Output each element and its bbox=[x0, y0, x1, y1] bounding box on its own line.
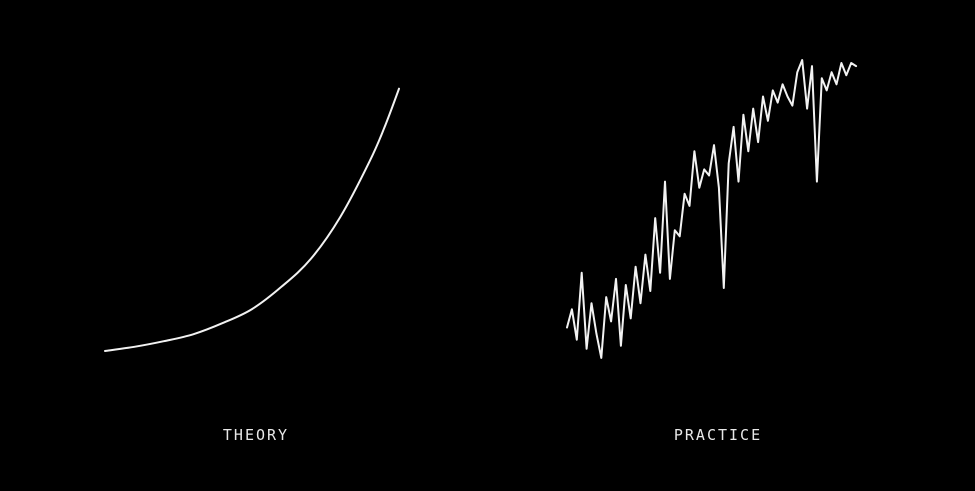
theory-label: THEORY bbox=[223, 426, 289, 444]
practice-label: PRACTICE bbox=[674, 426, 762, 444]
practice-panel: PRACTICE bbox=[566, 59, 858, 444]
theory-panel: THEORY bbox=[104, 87, 400, 444]
theory-curve bbox=[104, 87, 400, 352]
practice-curve bbox=[566, 59, 858, 359]
